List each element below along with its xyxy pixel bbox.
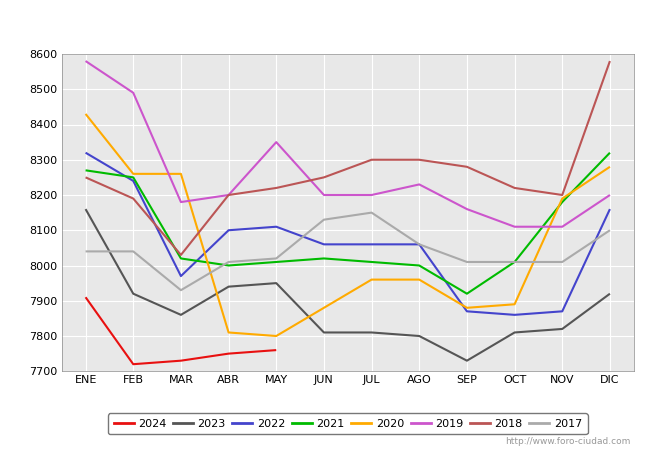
Text: http://www.foro-ciudad.com: http://www.foro-ciudad.com xyxy=(505,436,630,446)
Text: Afiliados en Alcalá la Real a 31/5/2024: Afiliados en Alcalá la Real a 31/5/2024 xyxy=(166,14,484,33)
Legend: 2024, 2023, 2022, 2021, 2020, 2019, 2018, 2017: 2024, 2023, 2022, 2021, 2020, 2019, 2018… xyxy=(108,413,588,434)
